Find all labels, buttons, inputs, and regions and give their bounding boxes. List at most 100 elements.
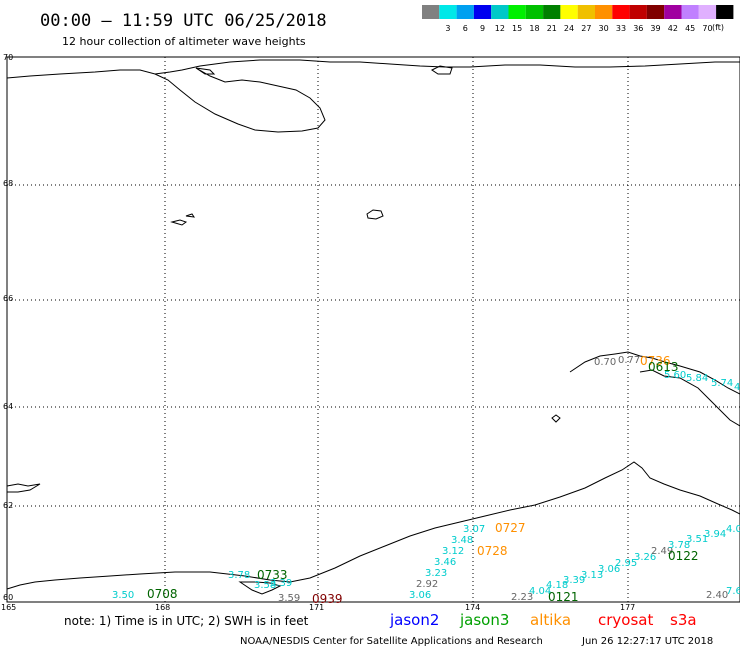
wave-height-label: 3.13 (581, 570, 603, 581)
satellite-s3a: s3a (670, 611, 697, 629)
satellite-cryosat: cryosat (598, 611, 653, 629)
wave-height-label: 3.58 (254, 580, 276, 591)
legend-swatch-label: 6 (463, 24, 468, 33)
legend-swatch (629, 5, 647, 19)
wave-height-label: 5.84 (686, 373, 708, 384)
wave-height-label: 3.94 (704, 529, 726, 540)
legend-swatch-label: 39 (650, 24, 660, 33)
legend-swatch-label: 30 (599, 24, 609, 33)
wave-height-label: 3.39 (270, 578, 292, 589)
satellite-jason2: jason2 (389, 611, 439, 629)
map-title: 00:00 – 11:59 UTC 06/25/2018 (40, 11, 327, 31)
wave-height-label: 3.59 (278, 593, 300, 604)
pass-time-label: 0733 (257, 568, 288, 582)
wave-height-label: 2.23 (511, 592, 533, 603)
legend-swatch (646, 5, 665, 19)
wave-height-label: 3.50 (112, 590, 134, 601)
lon-label: 171 (309, 603, 324, 612)
coastline (6, 59, 740, 595)
legend-swatch (422, 5, 440, 19)
pass-time-label: 0939 (312, 592, 343, 606)
wave-height-label: 4 (734, 382, 740, 393)
wave-height-label: 2.92 (416, 579, 438, 590)
pass-time-label: 0727 (495, 521, 526, 535)
satellite-altika: altika (530, 611, 571, 629)
legend-swatch-label: 27 (581, 24, 591, 33)
wave-height-label: 7.6 (726, 586, 740, 597)
color-legend: 3 6 9 12 15 18 21 24 27 30 33 36 39 42 45 70 (422, 5, 734, 33)
wave-height-label: 3.26 (634, 552, 656, 563)
legend-swatch (595, 5, 613, 19)
legend-swatch (543, 5, 561, 19)
pass-time-label: 0736 (640, 354, 671, 368)
legend-swatch-label: 3 (445, 24, 450, 33)
wave-height-label: 5.74 (711, 378, 733, 389)
wave-height-label: 3.78 (668, 540, 690, 551)
pass-time-label: 0728 (477, 544, 508, 558)
wave-height-label: 4.18 (546, 580, 568, 591)
legend-swatch-label: 12 (495, 24, 505, 33)
legend-swatch (664, 5, 682, 19)
lat-label: 68 (3, 179, 13, 188)
legend-swatch-label: 36 (633, 24, 643, 33)
legend-swatch-label: 24 (564, 24, 574, 33)
legend-swatch (612, 5, 630, 19)
lat-label: 60 (3, 593, 13, 602)
legend-swatch (698, 5, 717, 19)
wave-height-label: 2.95 (615, 558, 637, 569)
footer-note: note: 1) Time is in UTC; 2) SWH is in fe… (64, 614, 309, 628)
wave-height-label: 0.70 (594, 357, 616, 368)
legend-swatch-label: 33 (616, 24, 626, 33)
pass-time-label: 0613 (648, 360, 679, 374)
wave-height-label: 3.12 (442, 546, 464, 557)
longitude-labels: 165 168 171 174 177 (1, 603, 635, 612)
wave-height-label: 2.49 (651, 546, 673, 557)
wave-height-label: 5.60 (664, 370, 686, 381)
satellite-legend: jason2 jason3 altika cryosat s3a (389, 611, 697, 629)
wave-height-label: 3.48 (451, 535, 473, 546)
legend-swatch-label: 70 (702, 24, 712, 33)
graticule (7, 57, 740, 602)
wave-height-label: 3.07 (463, 524, 485, 535)
map-frame (6, 56, 740, 603)
legend-swatch (525, 5, 544, 19)
footer-timestamp: Jun 26 12:27:17 UTC 2018 (581, 636, 713, 647)
footer-credit: NOAA/NESDIS Center for Satellite Applica… (240, 636, 543, 647)
lon-label: 168 (155, 603, 170, 612)
legend-swatch (577, 5, 595, 19)
lat-label: 70 (3, 53, 13, 62)
legend-swatch (473, 5, 492, 19)
lon-label: 165 (1, 603, 16, 612)
wave-height-label: 3.78 (228, 570, 250, 581)
wave-height-label: 4.04 (529, 586, 551, 597)
lon-label: 174 (465, 603, 480, 612)
wave-height-label: 3.23 (425, 568, 447, 579)
wave-height-label: 2.40 (706, 590, 728, 601)
wave-height-label: 4.0 (726, 524, 740, 535)
legend-swatch (508, 5, 526, 19)
legend-swatch-label: 45 (685, 24, 695, 33)
pass-time-label: 0122 (668, 549, 699, 563)
wave-height-label: 3.51 (686, 534, 708, 545)
legend-swatch-label: 21 (547, 24, 557, 33)
legend-swatch (491, 5, 509, 19)
legend-swatch (439, 5, 457, 19)
wave-height-label: 3.39 (563, 575, 585, 586)
legend-unit: (ft) (712, 23, 724, 32)
lon-label: 177 (620, 603, 635, 612)
lat-label: 66 (3, 294, 13, 303)
wave-height-label: 3.06 (409, 590, 431, 601)
satellite-jason3: jason3 (459, 611, 509, 629)
pass-time-label: 0708 (147, 587, 178, 601)
legend-swatch (456, 5, 474, 19)
latitude-labels: 70 68 66 64 62 60 (3, 53, 13, 602)
lat-label: 64 (3, 402, 13, 411)
wave-height-label: 0.77 (618, 355, 640, 366)
map-subtitle: 12 hour collection of altimeter wave hei… (62, 35, 306, 48)
wave-height-label: 3.06 (598, 564, 620, 575)
pass-time-label: 0121 (548, 590, 579, 604)
legend-swatch-label: 9 (480, 24, 485, 33)
lat-label: 62 (3, 501, 13, 510)
